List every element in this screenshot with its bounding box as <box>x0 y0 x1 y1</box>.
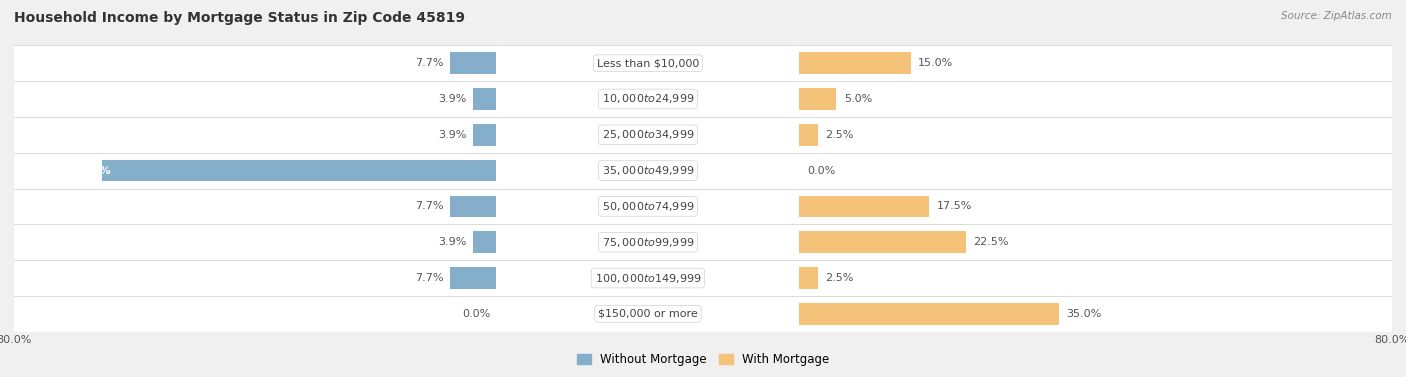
Bar <box>450 196 496 217</box>
Bar <box>450 52 496 74</box>
Text: 35.0%: 35.0% <box>1066 309 1101 319</box>
Bar <box>800 260 1392 296</box>
Text: 3.9%: 3.9% <box>439 237 467 247</box>
Text: 7.7%: 7.7% <box>415 201 444 211</box>
Bar <box>800 153 1392 188</box>
Text: $150,000 or more: $150,000 or more <box>598 309 697 319</box>
Bar <box>450 267 496 289</box>
Bar <box>103 160 496 181</box>
Bar <box>14 224 496 260</box>
Text: Household Income by Mortgage Status in Zip Code 45819: Household Income by Mortgage Status in Z… <box>14 11 465 25</box>
Bar <box>800 224 1392 260</box>
Text: 22.5%: 22.5% <box>973 237 1010 247</box>
Text: Less than $10,000: Less than $10,000 <box>596 58 699 68</box>
Bar <box>496 260 800 296</box>
Bar <box>472 124 496 146</box>
Text: 0.0%: 0.0% <box>463 309 491 319</box>
Text: 7.7%: 7.7% <box>415 58 444 68</box>
Text: $35,000 to $49,999: $35,000 to $49,999 <box>602 164 695 177</box>
Bar <box>14 117 496 153</box>
Bar <box>800 81 1392 117</box>
Bar <box>14 81 496 117</box>
Bar <box>800 267 818 289</box>
Bar <box>800 196 929 217</box>
Bar <box>14 260 496 296</box>
Bar <box>800 52 911 74</box>
Text: 15.0%: 15.0% <box>918 58 953 68</box>
Bar <box>14 153 496 188</box>
Bar <box>496 296 800 332</box>
Bar <box>472 88 496 110</box>
Bar <box>496 45 800 81</box>
Bar <box>800 45 1392 81</box>
Bar <box>472 231 496 253</box>
Bar <box>800 303 1059 325</box>
Bar <box>800 88 837 110</box>
Text: 3.9%: 3.9% <box>439 130 467 140</box>
Text: 2.5%: 2.5% <box>825 130 853 140</box>
Text: 7.7%: 7.7% <box>415 273 444 283</box>
Text: 5.0%: 5.0% <box>844 94 872 104</box>
Text: $100,000 to $149,999: $100,000 to $149,999 <box>595 271 702 285</box>
Text: $50,000 to $74,999: $50,000 to $74,999 <box>602 200 695 213</box>
Text: 65.4%: 65.4% <box>72 166 111 176</box>
Bar <box>14 45 496 81</box>
Legend: Without Mortgage, With Mortgage: Without Mortgage, With Mortgage <box>572 349 834 371</box>
Bar <box>800 188 1392 224</box>
Bar <box>800 296 1392 332</box>
Bar <box>14 188 496 224</box>
Text: 0.0%: 0.0% <box>807 166 835 176</box>
Bar <box>496 81 800 117</box>
Text: Source: ZipAtlas.com: Source: ZipAtlas.com <box>1281 11 1392 21</box>
Text: 2.5%: 2.5% <box>825 273 853 283</box>
Text: $10,000 to $24,999: $10,000 to $24,999 <box>602 92 695 106</box>
Bar <box>800 124 818 146</box>
Text: 3.9%: 3.9% <box>439 94 467 104</box>
Bar <box>496 117 800 153</box>
Text: 17.5%: 17.5% <box>936 201 972 211</box>
Bar <box>496 224 800 260</box>
Bar <box>14 296 496 332</box>
Text: $25,000 to $34,999: $25,000 to $34,999 <box>602 128 695 141</box>
Bar <box>496 153 800 188</box>
Bar <box>800 231 966 253</box>
Bar <box>800 117 1392 153</box>
Bar <box>496 188 800 224</box>
Text: $75,000 to $99,999: $75,000 to $99,999 <box>602 236 695 249</box>
